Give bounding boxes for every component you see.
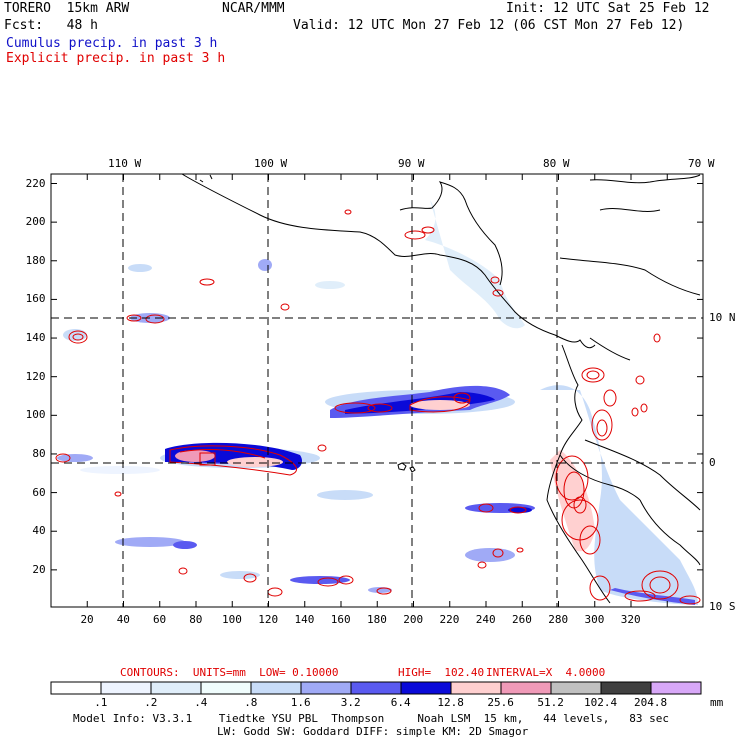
colorbar-swatch bbox=[650, 681, 702, 695]
colorbar-tick-label: .4 bbox=[194, 696, 208, 709]
lat-label-10n: 10 N bbox=[709, 311, 736, 324]
legend-explicit: Explicit precip. in past 3 h bbox=[6, 51, 226, 66]
lat-lon-grid bbox=[51, 174, 703, 607]
x-tick-label: 80 bbox=[189, 613, 203, 626]
y-tick-label: 140 bbox=[25, 331, 46, 345]
valid-time: Valid: 12 UTC Mon 27 Feb 12 (06 CST Mon … bbox=[293, 18, 685, 33]
colorbar-swatch bbox=[550, 681, 602, 695]
forecast-hour: Fcst: 48 h bbox=[4, 18, 98, 33]
colorbar-tick-label: 3.2 bbox=[340, 696, 361, 709]
x-tick-label: 140 bbox=[294, 613, 315, 626]
org-label: NCAR/MMM bbox=[222, 1, 285, 16]
x-tick-label: 40 bbox=[116, 613, 130, 626]
contour-high: HIGH= 102.40 bbox=[398, 666, 485, 679]
coastlines bbox=[181, 173, 701, 604]
lon-label-100w: 100 W bbox=[254, 157, 288, 170]
contour-interval: INTERVAL=X 4.0000 bbox=[486, 666, 606, 679]
colorbar-tick-label: 102.4 bbox=[584, 696, 618, 709]
y-tick-label: 100 bbox=[25, 408, 46, 422]
y-tick-label: 220 bbox=[25, 176, 46, 190]
legend-cumulus: Cumulus precip. in past 3 h bbox=[6, 36, 218, 51]
colorbar-swatch bbox=[500, 681, 552, 695]
y-tick-label: 120 bbox=[25, 369, 46, 383]
lat-label-0: 0 bbox=[709, 456, 716, 469]
lon-label-90w: 90 W bbox=[398, 157, 425, 170]
colorbar-tick-label: .2 bbox=[144, 696, 158, 709]
y-tick-label: 160 bbox=[25, 292, 46, 306]
colorbar-unit: mm bbox=[710, 696, 724, 709]
colorbar-swatch bbox=[350, 681, 402, 695]
colorbar-tick-label: 1.6 bbox=[290, 696, 311, 709]
x-tick-label: 160 bbox=[330, 613, 351, 626]
lon-label-110w: 110 W bbox=[108, 157, 142, 170]
x-tick-label: 220 bbox=[439, 613, 460, 626]
x-tick-label: 20 bbox=[80, 613, 94, 626]
colorbar-swatch bbox=[300, 681, 352, 695]
colorbar-swatch bbox=[600, 681, 652, 695]
colorbar-tick-label: 51.2 bbox=[537, 696, 564, 709]
x-tick-label: 280 bbox=[548, 613, 569, 626]
x-tick-label: 100 bbox=[222, 613, 242, 626]
colorbar-swatch bbox=[450, 681, 502, 695]
colorbar-swatch bbox=[150, 681, 202, 695]
x-tick-label: 240 bbox=[475, 613, 496, 626]
y-tick-label: 20 bbox=[32, 562, 46, 576]
model-info: Model Info: V3.3.1 Tiedtke YSU PBL Thomp… bbox=[73, 712, 670, 725]
init-time: Init: 12 UTC Sat 25 Feb 12 bbox=[506, 1, 710, 16]
y-tick-label: 40 bbox=[32, 524, 46, 538]
physics-info: LW: Godd SW: Goddard DIFF: simple KM: 2D… bbox=[217, 725, 529, 738]
y-tick-label: 60 bbox=[32, 485, 46, 499]
colorbar-tick-label: 6.4 bbox=[390, 696, 411, 709]
map-frame bbox=[50, 173, 704, 608]
model-label: TORERO 15km ARW bbox=[4, 1, 130, 16]
colorbar-tick-label: 25.6 bbox=[487, 696, 514, 709]
colorbar-tick-label: .8 bbox=[244, 696, 258, 709]
lon-label-80w: 80 W bbox=[543, 157, 570, 170]
contour-units: CONTOURS: UNITS=mm LOW= 0.10000 bbox=[120, 666, 339, 679]
y-tick-label: 180 bbox=[25, 253, 46, 267]
x-tick-label: 200 bbox=[403, 613, 424, 626]
y-tick-label: 80 bbox=[32, 446, 46, 460]
lat-label-10s: 10 S bbox=[709, 600, 736, 613]
x-tick-label: 180 bbox=[367, 613, 387, 626]
colorbar-swatch bbox=[400, 681, 452, 695]
colorbar-tick-label: 204.8 bbox=[634, 696, 668, 709]
colorbar bbox=[50, 681, 702, 695]
colorbar-tick-label: 12.8 bbox=[437, 696, 464, 709]
x-tick-label: 120 bbox=[258, 613, 279, 626]
x-tick-label: 260 bbox=[512, 613, 532, 626]
lon-label-70w: 70 W bbox=[688, 157, 715, 170]
colorbar-swatch bbox=[100, 681, 152, 695]
colorbar-swatch bbox=[200, 681, 252, 695]
x-tick-label: 60 bbox=[152, 613, 167, 626]
y-tick-label: 200 bbox=[25, 215, 46, 229]
colorbar-swatch bbox=[250, 681, 302, 695]
x-tick-label: 300 bbox=[584, 613, 605, 626]
explicit-contours bbox=[55, 209, 701, 605]
colorbar-swatch bbox=[50, 681, 102, 695]
colorbar-tick-label: .1 bbox=[94, 696, 108, 709]
x-tick-label: 320 bbox=[620, 613, 641, 626]
